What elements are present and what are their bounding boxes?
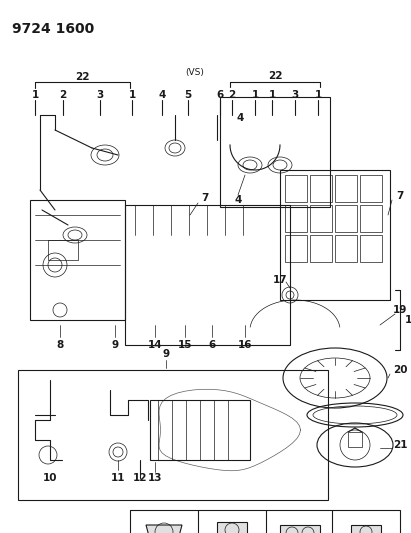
Bar [360,235,382,262]
Text: 3: 3 [96,90,104,100]
Bar [48,240,78,260]
Text: 22: 22 [75,72,90,82]
Text: 16: 16 [238,340,252,350]
Text: 4: 4 [236,113,244,123]
Text: 2: 2 [59,90,67,100]
Text: 4: 4 [234,195,242,205]
Text: 6: 6 [208,340,216,350]
Bar [335,235,357,262]
Text: 12: 12 [133,473,147,483]
Bar [125,205,290,345]
Text: 9: 9 [111,340,118,350]
Bar [220,97,330,207]
Bar [310,175,332,202]
Bar [360,205,382,232]
Text: 18: 18 [405,315,411,325]
Bar [280,170,390,300]
Text: 15: 15 [178,340,192,350]
Bar [335,175,357,202]
Bar [335,205,357,232]
Bar [30,200,125,320]
Bar [351,525,381,533]
Text: 13: 13 [148,473,162,483]
Text: 1: 1 [31,90,39,100]
Text: 4: 4 [158,90,166,100]
Text: 2: 2 [229,90,236,100]
Bar [18,370,328,500]
Text: 14: 14 [148,340,162,350]
Text: 1: 1 [128,90,136,100]
Text: 22: 22 [268,71,282,81]
Text: 10: 10 [43,473,57,483]
Bar [280,525,320,533]
Bar [360,175,382,202]
Text: 7: 7 [201,193,209,203]
Text: 9724 1600: 9724 1600 [12,22,94,36]
Bar [150,400,250,460]
Text: 7: 7 [396,191,404,201]
Text: 21: 21 [393,440,407,450]
Text: 9: 9 [162,349,170,359]
Text: 6: 6 [216,90,224,100]
Text: 5: 5 [185,90,192,100]
Bar [310,205,332,232]
Text: 8: 8 [56,340,64,350]
Bar [217,522,247,533]
Text: (VS): (VS) [185,68,204,77]
Bar [130,510,400,533]
Text: 1: 1 [268,90,276,100]
Bar [348,432,362,447]
Text: 11: 11 [111,473,125,483]
Text: 20: 20 [393,365,407,375]
Bar [285,205,307,232]
Text: 17: 17 [272,275,287,285]
Text: 1: 1 [252,90,259,100]
Polygon shape [146,525,182,533]
Bar [285,235,307,262]
Bar [285,175,307,202]
Text: 1: 1 [314,90,322,100]
Text: 3: 3 [291,90,299,100]
Bar [310,235,332,262]
Text: 19: 19 [393,305,407,315]
